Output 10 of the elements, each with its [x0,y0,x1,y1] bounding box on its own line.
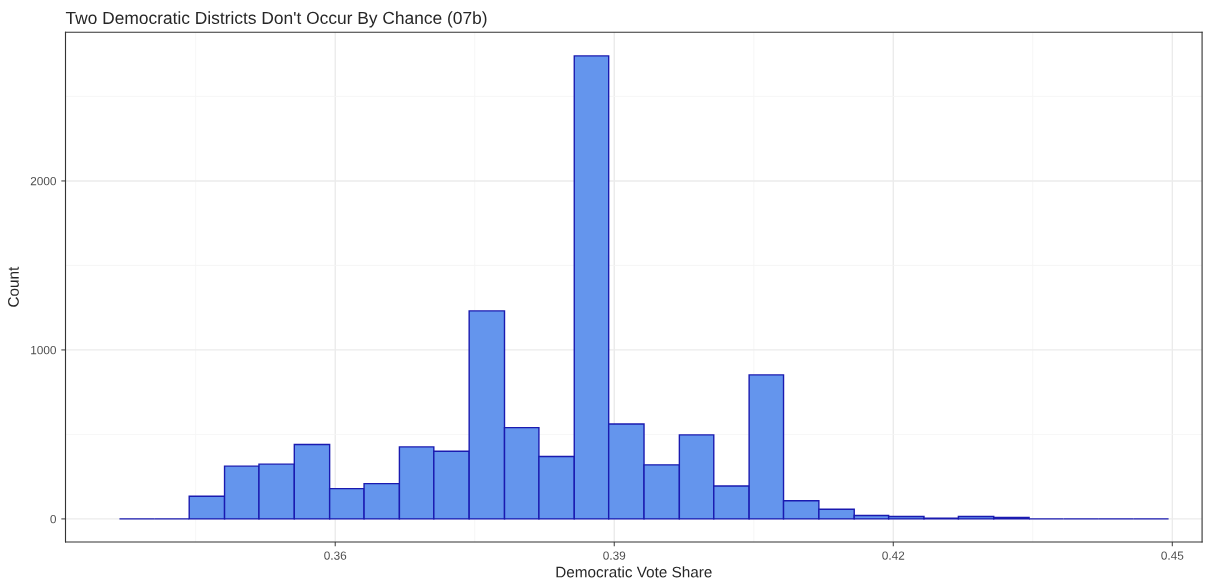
x-tick-label: 0.39 [603,551,626,560]
x-tick-label: 0.42 [882,551,905,560]
x-tick-label: 0.45 [1161,551,1184,560]
x-tick-label: 0.36 [324,551,347,560]
y-tick-label: 2000 [30,176,57,186]
chart-title: Two Democratic Districts Don't Occur By Chance (07b) [65,11,487,28]
y-tick-label: 1000 [31,345,57,355]
y-tick-label: 0 [50,514,57,524]
y-axis-title: Count [8,266,19,307]
x-axis-title: Democratic Vote Share [556,566,712,578]
